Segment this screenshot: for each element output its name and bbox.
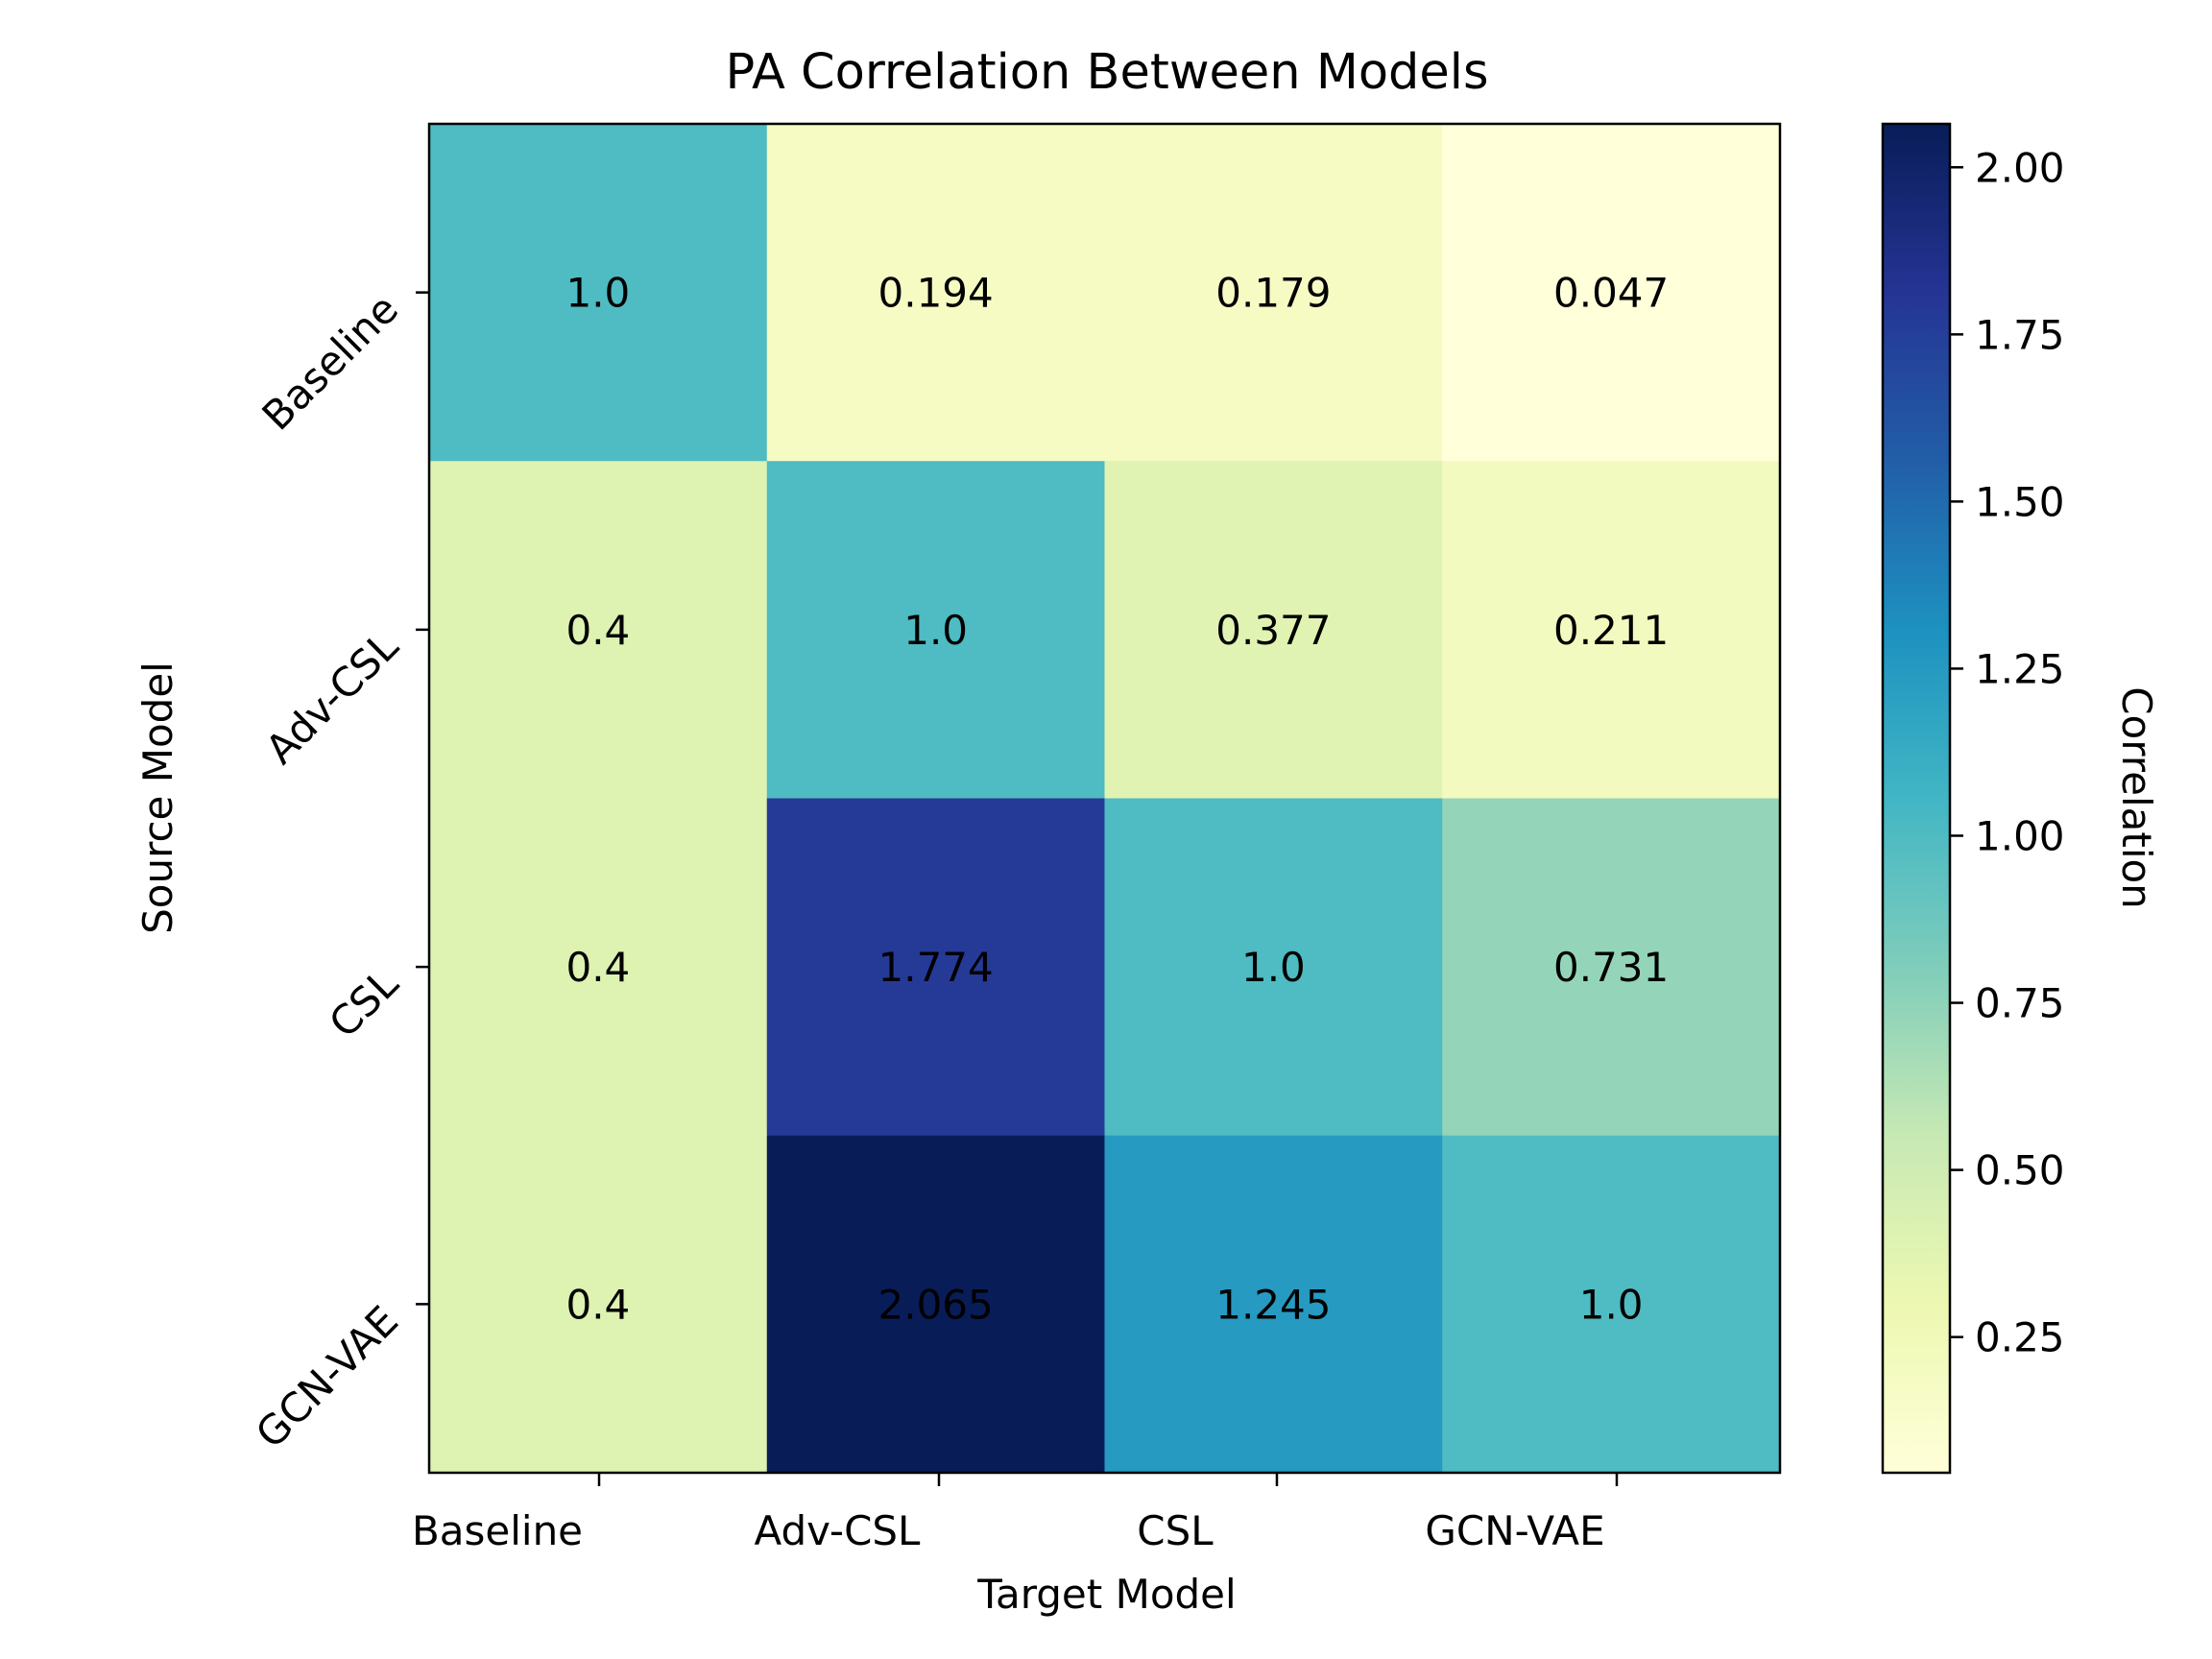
heatmap-cell-labels: 1.0 0.194 0.179 0.047 0.4 1.0 0.377 0.211 0.4 1.7… xyxy=(565,270,1669,1329)
heatmap-cell xyxy=(766,798,1106,1137)
y-tick-label: CSL xyxy=(320,959,407,1046)
x-tick-label: CSL xyxy=(1137,1507,1214,1554)
heatmap-cell xyxy=(1104,461,1443,800)
colorbar-tick-label: 2.00 xyxy=(1975,144,2065,191)
heatmap-cell xyxy=(1104,124,1443,462)
colorbar-tick-label: 0.25 xyxy=(1975,1314,2065,1361)
plot-frame xyxy=(427,122,1782,1475)
colorbar-tick-label: 0.75 xyxy=(1975,980,2065,1027)
x-tick-label: GCN-VAE xyxy=(1425,1507,1604,1554)
colorbar: 0.25 0.50 0.75 1.00 1.25 1.50 1.75 2.00 Correla… xyxy=(1881,122,2160,1475)
heatmap-cell xyxy=(429,1135,768,1474)
cell-value-label: 0.194 xyxy=(878,270,994,317)
colorbar-label: Correlation xyxy=(2113,686,2160,909)
cell-value-label: 0.4 xyxy=(565,1281,630,1328)
cell-value-label: 0.179 xyxy=(1215,270,1331,317)
y-tick-label: Baseline xyxy=(253,285,408,440)
colorbar-tick-label: 1.25 xyxy=(1975,645,2065,692)
heatmap-cell xyxy=(1442,461,1781,800)
cell-value-label: 0.047 xyxy=(1553,270,1669,317)
x-axis-label: Target Model xyxy=(976,1571,1236,1618)
colorbar-ticks: 0.25 0.50 0.75 1.00 1.25 1.50 1.75 2.00 xyxy=(1950,144,2065,1361)
colorbar-tick-label: 1.50 xyxy=(1975,478,2065,525)
colorbar-tick-label: 1.00 xyxy=(1975,812,2065,859)
cell-value-label: 1.245 xyxy=(1215,1281,1331,1328)
x-axis-ticks: Baseline Adv-CSL CSL GCN-VAE xyxy=(412,1473,1619,1554)
x-tick-label: Adv-CSL xyxy=(755,1507,922,1554)
heatmap-cell xyxy=(766,461,1106,800)
y-axis-label: Source Model xyxy=(134,661,181,934)
heatmap-cell xyxy=(429,461,768,800)
chart-title: PA Correlation Between Models xyxy=(725,44,1488,101)
y-axis-ticks: Baseline Adv-CSL CSL GCN-VAE xyxy=(247,285,429,1457)
cell-value-label: 0.4 xyxy=(565,607,630,654)
cell-value-label: 0.211 xyxy=(1553,607,1669,654)
cell-value-label: 0.4 xyxy=(565,944,630,991)
cell-value-label: 0.731 xyxy=(1553,944,1669,991)
cell-value-label: 1.0 xyxy=(565,270,630,317)
colorbar-gradient xyxy=(1881,122,1952,1475)
heatmap-cell xyxy=(1442,798,1781,1137)
heatmap-cells xyxy=(429,124,1781,1474)
heatmap-cell xyxy=(429,798,768,1137)
y-tick-label: GCN-VAE xyxy=(247,1297,407,1457)
heatmap-cell xyxy=(1442,124,1781,462)
heatmap-cell xyxy=(766,124,1106,462)
x-tick-label: Baseline xyxy=(412,1507,583,1554)
y-tick-label: Adv-CSL xyxy=(256,622,407,773)
cell-value-label: 1.0 xyxy=(1579,1281,1644,1328)
cell-value-label: 1.774 xyxy=(878,944,994,991)
heatmap-cell xyxy=(1442,1135,1781,1474)
cell-value-label: 1.0 xyxy=(903,607,968,654)
heatmap-cell xyxy=(429,124,768,462)
colorbar-tick-label: 0.50 xyxy=(1975,1147,2065,1194)
heatmap-cell xyxy=(766,1135,1106,1474)
cell-value-label: 1.0 xyxy=(1241,944,1306,991)
colorbar-tick-label: 1.75 xyxy=(1975,311,2065,358)
cell-value-label: 2.065 xyxy=(878,1281,994,1328)
heatmap-cell xyxy=(1104,798,1443,1137)
heatmap-cell xyxy=(1104,1135,1443,1474)
cell-value-label: 0.377 xyxy=(1215,607,1331,654)
